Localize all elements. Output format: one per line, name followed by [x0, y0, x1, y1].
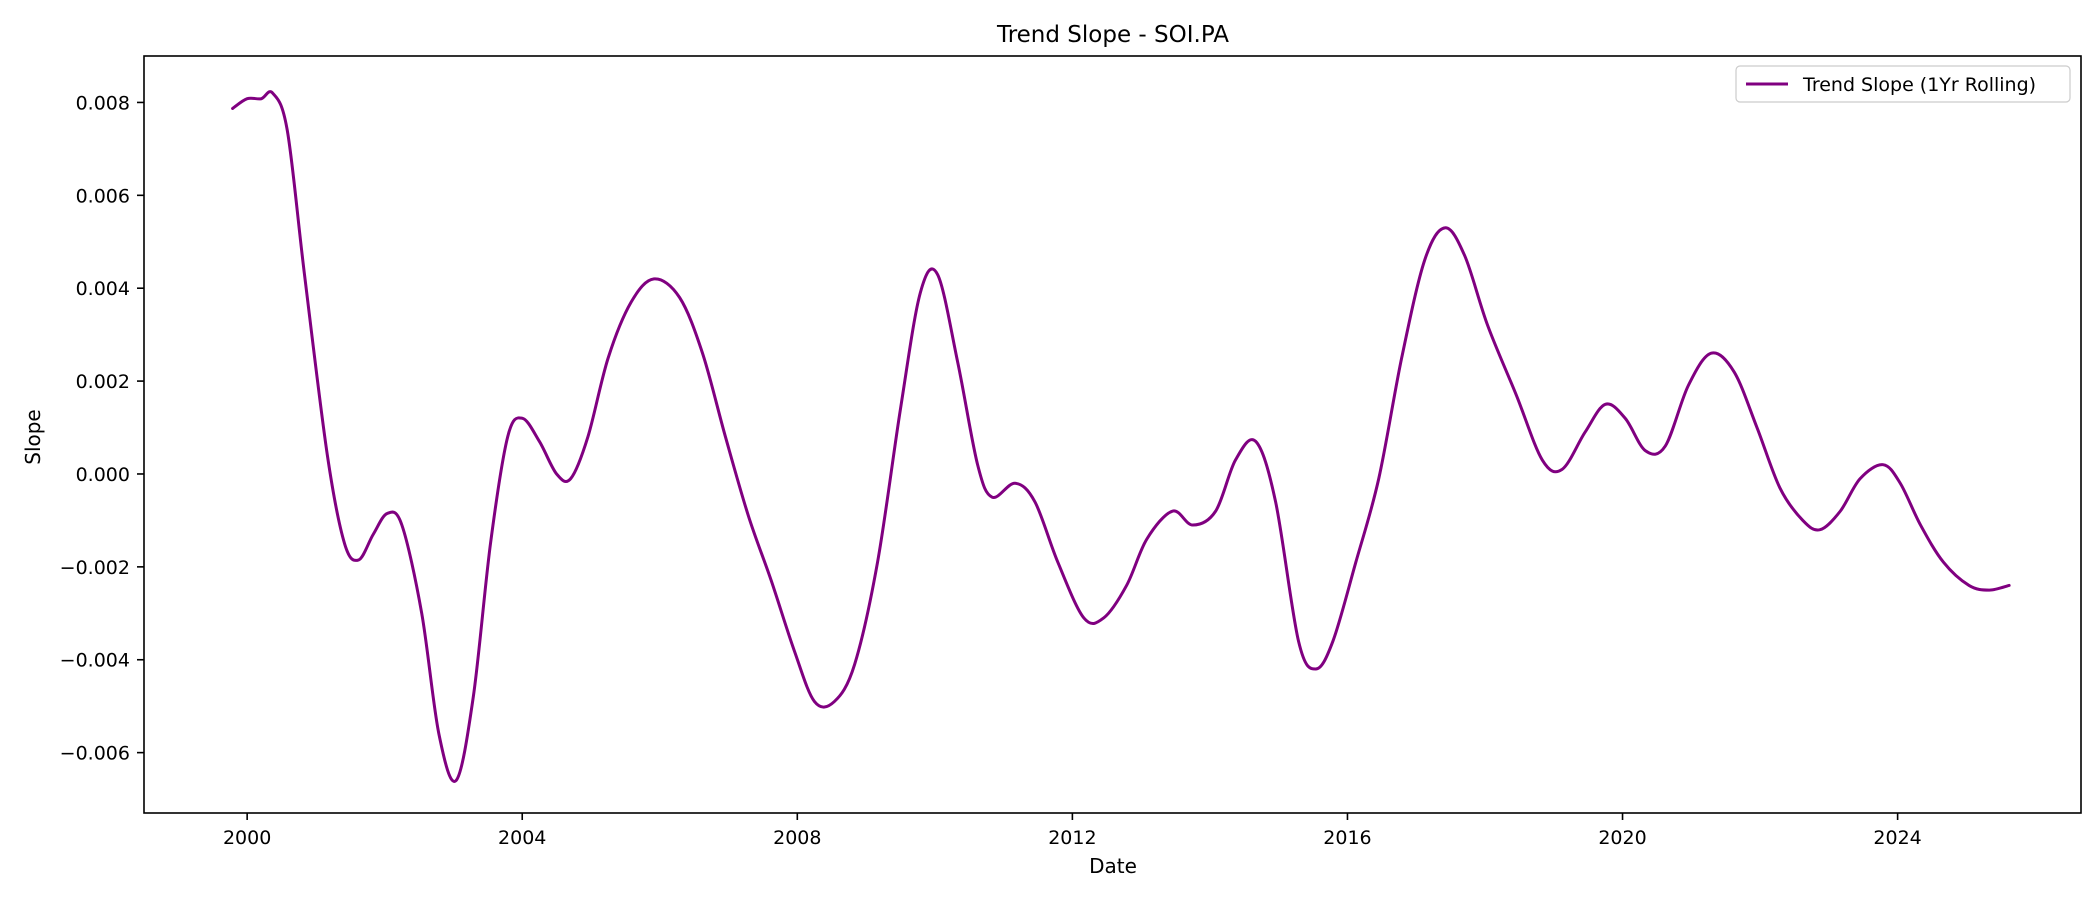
plot-area	[143, 55, 2082, 814]
x-tick-label: 2008	[773, 827, 821, 849]
legend-label: Trend Slope (1Yr Rolling)	[1802, 74, 2036, 96]
y-axis-label: Slope	[21, 409, 45, 465]
y-tick-label: −0.004	[60, 650, 130, 672]
x-tick-label: 2004	[498, 827, 546, 849]
y-tick-label: −0.006	[60, 743, 130, 765]
x-tick-label: 2020	[1598, 827, 1646, 849]
x-tick-label: 2024	[1873, 827, 1921, 849]
x-axis: 2000 2004 2008 2012 2016 2020 2024	[223, 813, 1922, 849]
x-tick-label: 2016	[1323, 827, 1371, 849]
chart-title: Trend Slope - SOI.PA	[996, 22, 1229, 48]
legend: Trend Slope (1Yr Rolling)	[1735, 65, 2071, 103]
y-axis: 0.008 0.006 0.004 0.002 0.000 −0.002 −0.004 −0.…	[60, 92, 144, 765]
legend-box	[1735, 65, 2071, 103]
y-tick-label: 0.002	[76, 371, 130, 393]
y-tick-label: 0.006	[76, 185, 130, 207]
x-axis-label: Date	[1089, 854, 1137, 878]
y-tick-label: 0.008	[76, 92, 130, 114]
series-line-1	[231, 90, 2011, 783]
y-tick-label: −0.002	[60, 557, 130, 579]
y-tick-label: 0.004	[76, 278, 130, 300]
plot-frame	[143, 55, 2082, 814]
x-tick-label: 2012	[1048, 827, 1096, 849]
x-tick-label: 2000	[223, 827, 271, 849]
y-tick-label: 0.000	[76, 464, 130, 486]
